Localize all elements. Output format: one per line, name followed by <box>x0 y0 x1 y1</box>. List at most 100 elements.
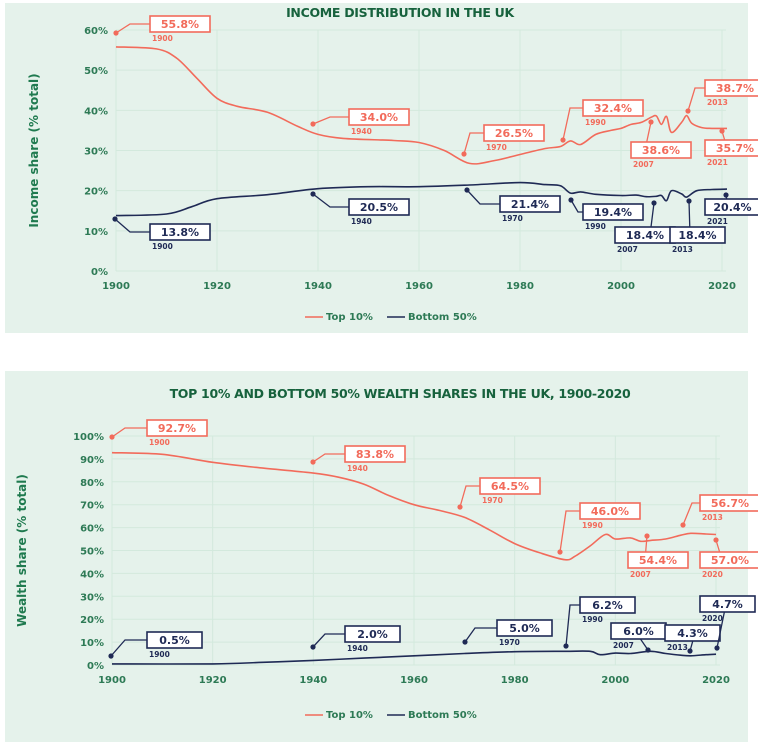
annotation-dot <box>563 643 569 649</box>
x-tick-label: 1920 <box>203 281 231 292</box>
annotation-box <box>348 108 410 126</box>
annotation-dot <box>719 128 725 134</box>
annotation-dot <box>651 200 657 206</box>
annotation-leader <box>111 427 147 438</box>
annotation-dot <box>648 119 654 125</box>
annotation-year: 1970 <box>486 143 507 152</box>
annotation: 64.5% 1970 <box>457 477 541 510</box>
annotation-dot <box>113 30 119 36</box>
annotation-value: 21.4% <box>511 198 549 211</box>
annotation-box <box>149 15 211 33</box>
annotation-year: 2007 <box>617 245 638 254</box>
series-line-top-10 <box>115 46 728 165</box>
annotation: 83.8% 1940 <box>310 445 406 473</box>
annotation-dot <box>687 648 693 654</box>
annotation-year: 1900 <box>149 438 170 447</box>
chart-wealth: TOP 10% AND BOTTOM 50% WEALTH SHARES IN … <box>5 371 758 742</box>
annotation: 46.0% 1990 <box>557 502 641 555</box>
annotation-value: 38.7% <box>716 82 754 95</box>
y-tick-label: 70% <box>80 501 104 512</box>
annotation: 38.6% 2007 <box>630 119 692 169</box>
chart-income: INCOME DISTRIBUTION IN THE UK 0% 10% 20% 30%… <box>5 3 758 333</box>
annotation-box <box>582 99 644 117</box>
annotation-year: 1940 <box>347 464 368 473</box>
annotation-value: 57.0% <box>711 554 749 567</box>
annotation-leader <box>312 193 349 208</box>
annotation: 20.4% 2021 <box>704 192 758 226</box>
annotation-box <box>627 551 689 569</box>
annotation: 57.0% 2020 <box>699 537 758 579</box>
y-tick-label: 10% <box>84 227 108 238</box>
y-tick-label: 20% <box>84 187 108 198</box>
annotation-box <box>348 198 410 216</box>
x-tick-label: 1980 <box>506 281 534 292</box>
annotation-year: 1970 <box>499 638 520 647</box>
annotation: 34.0% 1940 <box>310 108 410 136</box>
annotation-year: 1990 <box>582 521 603 530</box>
legend-label-bottom-50: Bottom 50% <box>408 312 477 323</box>
y-tick-label: 80% <box>80 478 104 489</box>
annotation-box <box>496 619 553 637</box>
chart-title: TOP 10% AND BOTTOM 50% WEALTH SHARES IN … <box>170 386 631 401</box>
y-tick-label: 0% <box>87 661 104 672</box>
y-axis-label: Income share (% total) <box>27 73 41 227</box>
annotation-value: 6.0% <box>623 625 654 638</box>
annotation-leader <box>114 218 150 233</box>
annotation: 13.8% 1900 <box>112 216 211 251</box>
chart-panel <box>5 3 748 333</box>
x-tick-label: 1960 <box>400 675 428 686</box>
annotation-year: 1970 <box>482 496 503 505</box>
annotation-box <box>149 223 211 241</box>
annotation-value: 4.7% <box>712 598 743 611</box>
annotation-year: 1990 <box>582 615 603 624</box>
annotation-value: 20.4% <box>713 201 751 214</box>
annotation: 38.7% 2013 <box>685 79 758 114</box>
annotation-dot <box>723 192 729 198</box>
annotation-leader <box>110 639 147 657</box>
annotation-leader <box>464 627 497 643</box>
annotation-value: 34.0% <box>360 111 398 124</box>
annotation-year: 1940 <box>347 644 368 653</box>
annotation-value: 55.8% <box>161 18 199 31</box>
annotation-value: 46.0% <box>591 505 629 518</box>
annotation-value: 0.5% <box>159 634 190 647</box>
annotation-box <box>699 595 756 613</box>
annotation-dot <box>644 533 650 539</box>
x-tick-label: 1960 <box>405 281 433 292</box>
annotation: 19.4% 1990 <box>568 197 644 231</box>
annotation-dot <box>457 504 463 510</box>
annotation-value: 19.4% <box>594 206 632 219</box>
annotation-dot <box>112 216 118 222</box>
annotation-box <box>579 502 641 520</box>
y-tick-label: 20% <box>80 615 104 626</box>
annotation-box <box>704 79 758 97</box>
annotation-year: 2020 <box>702 614 723 623</box>
series-line-top-10 <box>111 451 717 561</box>
annotation: 4.3% 2013 <box>664 624 721 654</box>
annotation-year: 1900 <box>152 34 173 43</box>
annotation: 5.0% 1970 <box>462 619 553 647</box>
annotation-value: 26.5% <box>495 127 533 140</box>
annotation-dot <box>713 537 719 543</box>
annotation-value: 20.5% <box>360 201 398 214</box>
annotation-dot <box>109 434 115 440</box>
annotation-dot <box>686 198 692 204</box>
annotation-box <box>699 494 758 512</box>
annotation-leader <box>559 510 580 553</box>
annotation-year: 1990 <box>585 118 606 127</box>
annotation-leader <box>682 502 700 526</box>
x-tick-label: 1980 <box>501 675 529 686</box>
annotation-value: 2.0% <box>357 628 388 641</box>
annotation-dot <box>557 549 563 555</box>
annotation-leader <box>562 107 583 141</box>
annotation-leader <box>565 604 580 647</box>
x-tick-label: 2000 <box>601 675 629 686</box>
x-tick-label: 2020 <box>702 675 730 686</box>
annotation-value: 35.7% <box>716 142 754 155</box>
y-tick-label: 30% <box>80 592 104 603</box>
y-tick-label: 90% <box>80 455 104 466</box>
legend-label-top-10: Top 10% <box>326 710 373 721</box>
annotation-value: 6.2% <box>592 599 623 612</box>
legend-label-bottom-50: Bottom 50% <box>408 710 477 721</box>
annotation: 35.7% 2021 <box>704 128 758 167</box>
